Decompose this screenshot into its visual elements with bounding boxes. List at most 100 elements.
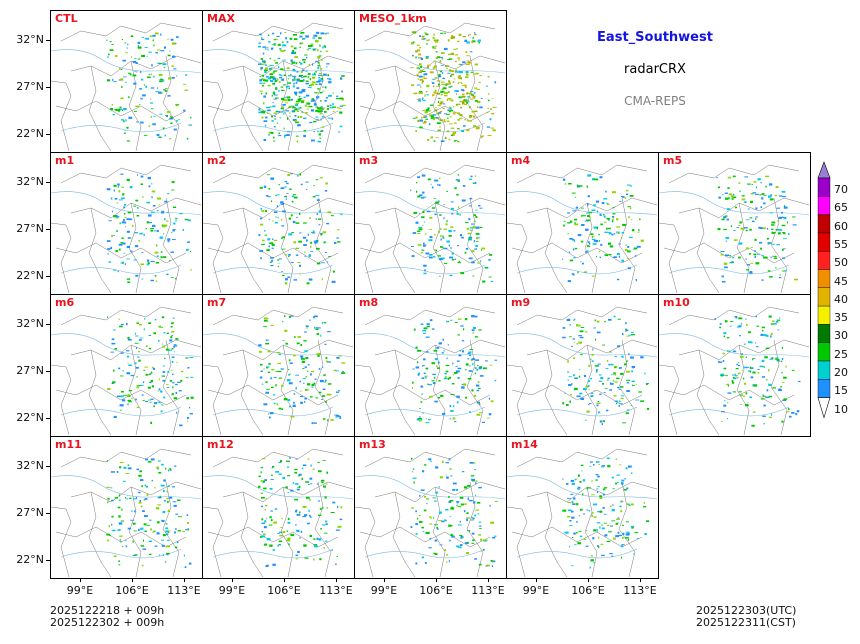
radar-echo: [587, 203, 589, 206]
radar-echo: [260, 63, 265, 65]
radar-echo: [461, 82, 463, 84]
radar-echo: [422, 329, 426, 332]
radar-echo: [438, 511, 442, 514]
radar-echo: [562, 478, 564, 480]
radar-echo: [445, 462, 449, 464]
radar-echo: [292, 194, 296, 196]
radar-echo: [597, 401, 600, 402]
radar-echo: [450, 507, 455, 510]
radar-echo: [261, 85, 264, 87]
radar-echo: [165, 527, 169, 530]
radar-echo: [441, 88, 444, 90]
radar-echo: [277, 533, 280, 534]
radar-echo: [176, 75, 178, 77]
province-border: [51, 80, 72, 152]
radar-echo: [108, 261, 112, 263]
radar-echo: [445, 223, 448, 226]
province-border: [212, 448, 344, 468]
radar-echo: [174, 546, 178, 549]
radar-echo: [433, 39, 437, 41]
radar-echo: [259, 82, 263, 84]
radar-echo: [573, 532, 576, 535]
radar-echo: [630, 525, 635, 527]
radar-echo: [753, 384, 758, 387]
radar-echo: [305, 56, 308, 59]
radar-echo: [764, 256, 768, 259]
radar-echo: [312, 76, 316, 79]
river: [516, 264, 638, 275]
radar-echo: [494, 379, 497, 382]
radar-echo: [293, 354, 296, 357]
radar-echo: [439, 275, 441, 277]
radar-echo: [263, 368, 265, 370]
radar-echo: [426, 503, 428, 505]
radar-echo: [639, 218, 641, 221]
radar-echo: [293, 38, 298, 41]
radar-echo: [148, 73, 151, 75]
province-border: [55, 526, 187, 548]
radar-echo: [321, 278, 323, 281]
province-border: [584, 202, 598, 294]
radar-echo: [603, 522, 607, 524]
radar-echo: [127, 362, 129, 364]
radar-echo: [310, 241, 313, 244]
radar-echo: [598, 536, 600, 539]
radar-echo: [299, 232, 302, 234]
radar-echo: [295, 524, 297, 526]
radar-echo: [606, 231, 611, 233]
radar-echo: [419, 194, 423, 197]
radar-echo: [158, 325, 162, 328]
radar-echo: [280, 32, 282, 35]
radar-echo: [606, 217, 610, 220]
radar-map: [203, 448, 354, 578]
valid-time-block: 2025122303(UTC) 2025122311(CST): [696, 605, 796, 629]
radar-echo: [471, 542, 475, 544]
radar-echo: [599, 393, 602, 395]
radar-echo: [617, 318, 621, 320]
radar-echo: [279, 117, 281, 119]
radar-echo: [628, 353, 630, 355]
radar-echo: [314, 378, 317, 380]
radar-echo: [305, 357, 309, 359]
radar-echo: [620, 397, 624, 400]
radar-echo: [305, 70, 308, 72]
radar-echo: [185, 529, 189, 531]
radar-echo: [168, 349, 172, 351]
radar-echo: [269, 412, 274, 415]
radar-echo: [437, 56, 441, 58]
radar-echo: [749, 228, 752, 231]
radar-echo: [457, 140, 460, 143]
radar-echo: [473, 125, 477, 128]
radar-echo: [294, 336, 296, 338]
radar-echo: [324, 540, 328, 542]
radar-echo: [590, 395, 594, 397]
radar-echo: [284, 102, 288, 104]
radar-echo: [626, 390, 630, 392]
radar-echo: [275, 384, 277, 387]
radar-echo: [160, 78, 163, 81]
radar-echo: [273, 59, 276, 62]
radar-echo: [125, 81, 127, 84]
lon-tick-label: 113°E: [319, 584, 353, 597]
radar-echo: [587, 241, 590, 244]
radar-echo: [621, 196, 625, 197]
radar-echo: [112, 381, 116, 384]
radar-echo: [490, 127, 495, 129]
radar-echo: [298, 240, 302, 243]
radar-echo: [452, 489, 456, 491]
radar-echo: [137, 58, 141, 60]
radar-echo: [151, 385, 154, 388]
radar-echo: [627, 206, 631, 208]
radar-echo: [473, 462, 476, 464]
radar-echo: [422, 191, 425, 194]
radar-echo: [182, 229, 184, 231]
radar-echo: [740, 404, 742, 405]
radar-echo: [453, 230, 456, 232]
radar-echo: [640, 356, 644, 359]
radar-echo: [485, 565, 488, 567]
radar-echo: [428, 418, 431, 421]
radar-echo: [309, 477, 313, 480]
radar-echo: [435, 249, 437, 252]
radar-echo: [455, 179, 460, 181]
radar-echo: [769, 212, 773, 214]
